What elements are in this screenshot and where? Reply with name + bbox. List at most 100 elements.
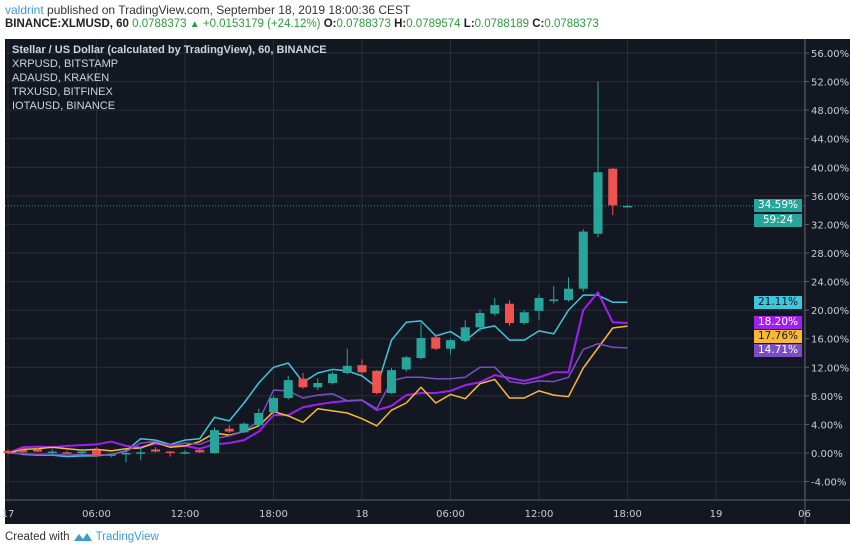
candle [47, 448, 57, 456]
candle [623, 205, 632, 208]
ada-price-label: 18.20% [754, 316, 802, 330]
candle [298, 372, 308, 389]
candle [564, 277, 573, 302]
y-tick-label: -4.00% [811, 478, 846, 489]
candle-body-up [328, 373, 337, 383]
candle [416, 322, 426, 360]
tradingview-link[interactable]: TradingView [95, 531, 159, 543]
candle [151, 447, 160, 453]
open-value: 0.0788373 [336, 18, 391, 30]
candle [254, 408, 264, 426]
candle-body-down [92, 450, 101, 456]
candle [3, 449, 13, 455]
last-price-label: 34.59% [754, 199, 802, 213]
legend-iota[interactable]: IOTAUSD, BINANCE [12, 100, 116, 112]
y-tick-label: 28.00% [811, 249, 849, 260]
candle [18, 448, 28, 453]
y-tick-label: 4.00% [811, 420, 843, 431]
candle-body-down [18, 450, 28, 453]
candle-body-down [224, 428, 234, 432]
price-change: +0.0153179 (+24.12%) [202, 18, 321, 30]
price-axis[interactable]: 56.00% 52.00% 48.00% 44.00% 40.00% 36.00% 32.0… [805, 49, 849, 489]
publish-info: valdrint published on TradingView.com, S… [5, 3, 410, 17]
candle-body-up [47, 451, 57, 454]
time-axis[interactable]: 17 06:00 12:00 18:00 18 06:00 12:00 18:00 19 06 [2, 509, 811, 520]
candle [534, 294, 544, 321]
candle [505, 300, 514, 326]
candle [446, 338, 455, 355]
candle-body-up [623, 205, 632, 208]
footer: Created with TradingView [5, 531, 159, 543]
candle-body-down [33, 449, 42, 452]
candle [224, 425, 234, 433]
candle-body-up [416, 337, 426, 358]
legend-main-symbol[interactable]: Stellar / US Dollar (calculated by Tradi… [12, 44, 327, 56]
high-label: H: [394, 18, 407, 30]
candle-body-up [106, 454, 116, 456]
y-tick-label: 40.00% [811, 163, 849, 174]
low-value: 0.0788189 [474, 18, 530, 30]
candle [136, 447, 146, 461]
candle-body-up [475, 312, 485, 328]
symbol: BINANCE:XLMUSD, 60 [5, 18, 129, 30]
y-tick-label: 0.00% [811, 449, 843, 460]
y-tick-label: 12.00% [811, 363, 849, 374]
iota-price-label: 14.71% [754, 344, 802, 358]
x-tick-label: 06:00 [82, 509, 111, 520]
x-tick-label: 18 [356, 509, 369, 520]
close-label: C: [532, 18, 545, 30]
candle-body-up [490, 305, 500, 314]
candle-body-up [387, 370, 396, 393]
published-text: published on TradingView.com, September … [47, 3, 411, 17]
last-price: 0.0788373 [132, 18, 187, 30]
candle-body-down [431, 337, 441, 349]
candle [62, 450, 72, 454]
symbol-info: BINANCE:XLMUSD, 60 0.0788373 ▲ +0.015317… [5, 18, 599, 30]
candle [106, 453, 116, 458]
candle [195, 448, 205, 453]
candle-body-up [446, 340, 455, 349]
y-tick-label: 8.00% [811, 392, 843, 403]
candle-body-up [269, 397, 278, 413]
candle [239, 422, 249, 433]
y-tick-label: 16.00% [811, 335, 849, 346]
author-link[interactable]: valdrint [5, 3, 44, 17]
candle-body-up [593, 172, 603, 234]
candle [490, 297, 500, 316]
high-value: 0.0789574 [406, 18, 461, 30]
candle [549, 285, 559, 304]
legend-ada[interactable]: ADAUSD, KRAKEN [12, 72, 110, 84]
ada-line [7, 291, 628, 454]
x-tick-label: 12:00 [171, 509, 200, 520]
candle [401, 355, 411, 372]
candle [165, 450, 175, 457]
candle-body-up [578, 231, 588, 289]
y-tick-label: 52.00% [811, 78, 849, 89]
y-tick-label: 44.00% [811, 135, 849, 146]
candle [431, 334, 441, 351]
x-tick-label: 18:00 [613, 509, 642, 520]
candle-body-up [121, 453, 131, 455]
legend-trx[interactable]: TRXUSD, BITFINEX [12, 86, 113, 98]
candle [357, 359, 367, 375]
legend-xrp[interactable]: XRPUSD, BITSTAMP [12, 58, 119, 70]
candle [121, 451, 131, 463]
candle-body-down [372, 370, 382, 393]
up-triangle-icon: ▲ [189, 19, 200, 30]
x-tick-label: 12:00 [525, 509, 554, 520]
candle-body-down [298, 378, 308, 388]
candle [269, 395, 278, 414]
candle [372, 370, 382, 395]
xrp-price-label: 21.11% [754, 295, 802, 309]
trx-price-label: 17.76% [754, 330, 802, 344]
candle [460, 320, 470, 343]
y-tick-label: 36.00% [811, 192, 849, 203]
candle-body-up [180, 452, 190, 454]
candle-body-up [549, 299, 559, 301]
candle-body-down [165, 451, 175, 454]
x-tick-label: 06:00 [436, 509, 465, 520]
candle-body-up [254, 412, 264, 426]
candle [475, 310, 485, 332]
y-tick-label: 48.00% [811, 106, 849, 117]
